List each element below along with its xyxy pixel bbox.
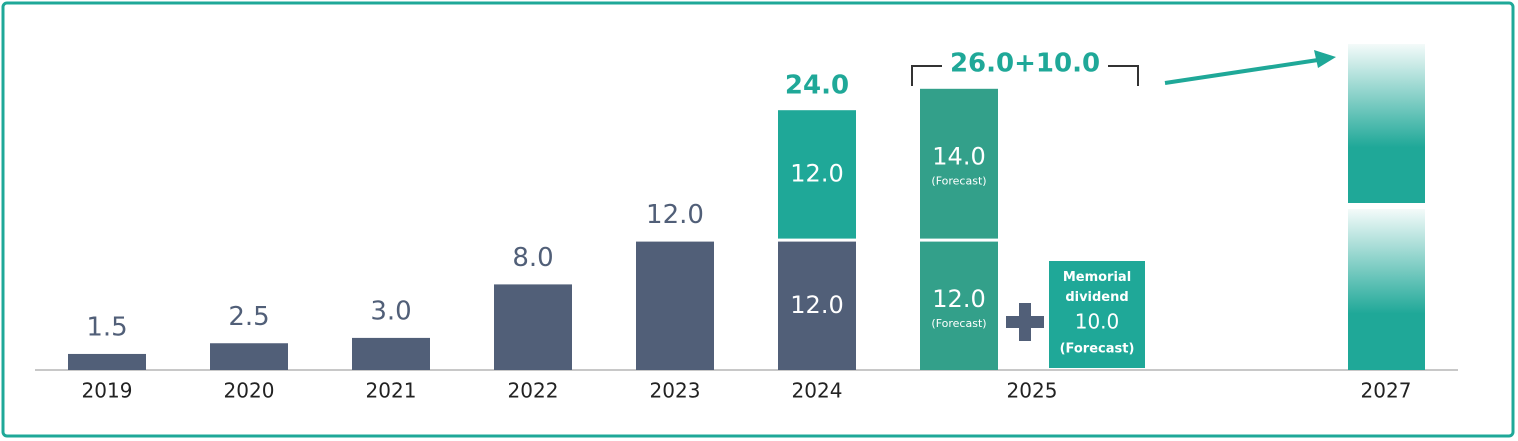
x-tick-label: 2021 [366, 379, 417, 403]
future-bar [1348, 209, 1425, 370]
value-label: 12.0 [790, 291, 843, 319]
bracket [911, 65, 1139, 86]
bar [778, 241, 856, 370]
total-label: 24.0 [785, 71, 849, 101]
value-label: 14.0 [932, 143, 985, 171]
value-label: 12.0 [790, 159, 843, 187]
bar [68, 353, 146, 370]
x-tick-label: 2019 [82, 379, 133, 403]
arrow-head [1314, 50, 1336, 68]
bar [636, 241, 714, 370]
bar [352, 337, 430, 370]
bracket-label: 26.0+10.0 [950, 49, 1100, 79]
x-tick-label: 2025 [1007, 379, 1058, 403]
memorial-bar [1049, 261, 1145, 368]
bar [210, 343, 288, 370]
arrow [1164, 58, 1319, 85]
x-tick-label: 2027 [1361, 379, 1412, 403]
value-label: 1.5 [86, 312, 127, 342]
memorial-label: Memorial dividend [1063, 270, 1131, 305]
x-tick-label: 2022 [508, 379, 559, 403]
value-label: 12.0 [932, 285, 985, 313]
x-tick-label: 2023 [650, 379, 701, 403]
x-tick-label: 2020 [224, 379, 275, 403]
bar [778, 110, 856, 239]
note: (Forecast) [931, 175, 986, 188]
memorial-note: (Forecast) [1060, 342, 1135, 357]
plus [1006, 303, 1044, 341]
note: (Forecast) [931, 317, 986, 330]
memorial-value: 10.0 [1075, 310, 1120, 334]
bar [494, 284, 572, 370]
future-bar [1348, 44, 1425, 203]
x-tick-label: 2024 [792, 379, 843, 403]
bar [920, 88, 998, 239]
value-label: 2.5 [228, 302, 269, 332]
bar [920, 241, 998, 370]
value-label: 8.0 [512, 243, 553, 273]
value-label: 12.0 [646, 200, 704, 230]
value-label: 3.0 [370, 296, 411, 326]
